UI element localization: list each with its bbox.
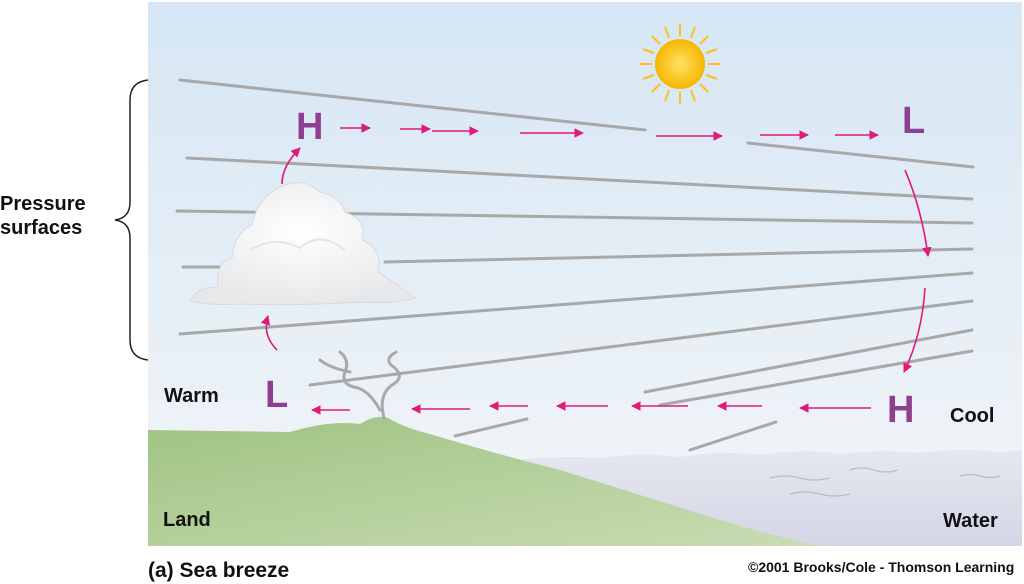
high-pressure-surface-marker: H <box>887 389 915 431</box>
pressure-surfaces-label: Pressure surfaces <box>0 192 86 240</box>
water-ripples <box>769 467 1001 497</box>
warm-label: Warm <box>164 385 219 407</box>
high-pressure-upper-marker: H <box>296 106 324 148</box>
land-label: Land <box>163 509 211 531</box>
smoke-icon <box>318 350 401 420</box>
flow-arrow-up-2 <box>281 147 301 185</box>
water-label: Water <box>943 510 998 532</box>
cool-label: Cool <box>950 405 995 427</box>
flow-arrow-down-2 <box>903 287 926 373</box>
sun-icon <box>640 24 720 104</box>
flow-arrow-up-1 <box>260 315 278 351</box>
pressure-label-line2: surfaces <box>0 217 83 239</box>
figure-caption: (a) Sea breeze <box>148 559 290 582</box>
brace-icon <box>114 79 149 361</box>
flow-arrow-down-1 <box>904 169 932 257</box>
circulation-arrows <box>260 123 932 415</box>
low-pressure-upper-marker: L <box>902 100 926 142</box>
copyright-notice: ©2001 Brooks/Cole - Thomson Learning <box>748 559 1015 575</box>
low-pressure-surface-marker: L <box>265 374 289 416</box>
land <box>148 416 820 546</box>
cloud-icon <box>189 182 417 306</box>
pressure-label-line1: Pressure <box>0 193 86 215</box>
